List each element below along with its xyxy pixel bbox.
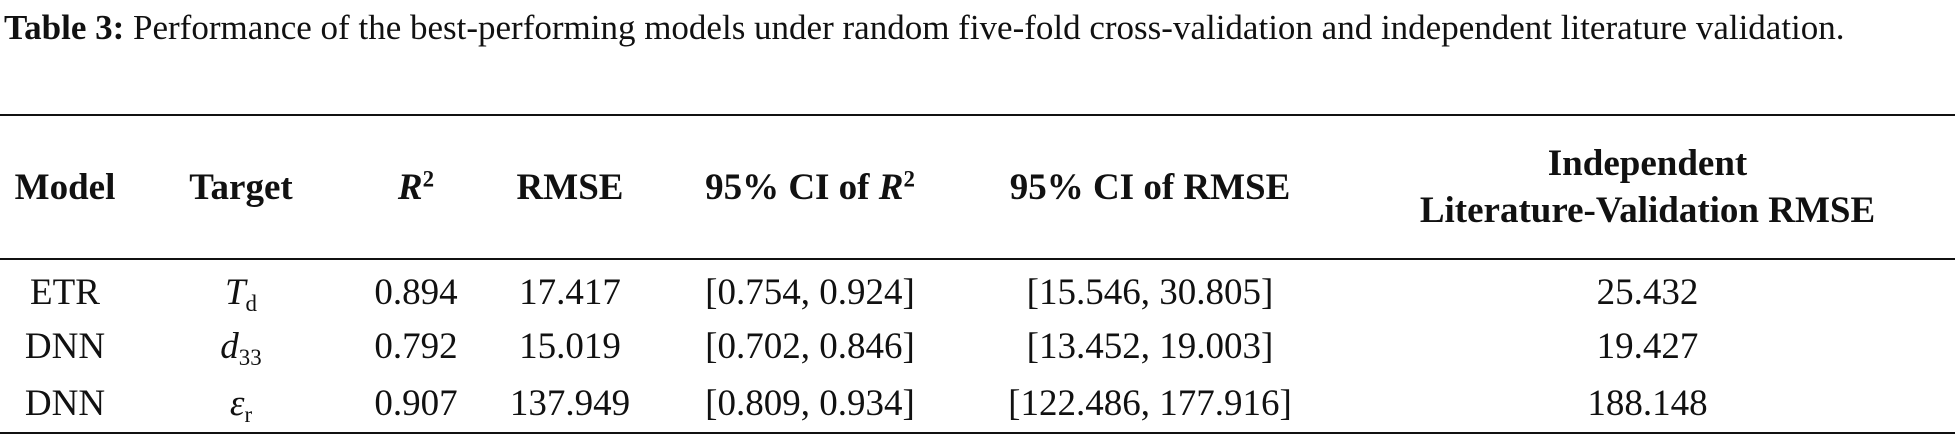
subscript: d <box>245 290 258 316</box>
cell-text: [0.754, 0.924] <box>705 272 915 313</box>
cell-text: [0.702, 0.846] <box>705 325 915 367</box>
header-cell: Independent Literature-Validation RMSE <box>1340 115 1955 259</box>
table-row: DNN εr 0.907 137.949 [0.809, 0.934] [122.486,… <box>0 375 1955 433</box>
results-table: Model Target R2 RMSE 95% CI of R2 95% CI of R… <box>0 114 1955 434</box>
header-cell: 95% CI of R2 <box>660 115 960 259</box>
cell-line: Literature-Validation RMSE <box>1419 190 1876 231</box>
cell-text: [122.486, 177.916] <box>1008 383 1292 424</box>
subscript: 33 <box>238 344 262 370</box>
table-cell: [0.702, 0.846] <box>660 317 960 375</box>
symbol: ε <box>229 383 245 424</box>
cell-text: ETR <box>30 272 100 313</box>
table-cell: [122.486, 177.916] <box>960 375 1340 433</box>
table-row: DNN d33 0.792 15.019 [0.702, 0.846] [13.452, … <box>0 317 1955 375</box>
header-cell: RMSE <box>480 115 660 259</box>
cell-text: 137.949 <box>509 383 631 424</box>
table-cell: 0.907 <box>352 375 480 433</box>
table-row: ETR Td 0.894 17.417 [0.754, 0.924] [15.546, 3… <box>0 259 1955 317</box>
superscript: 2 <box>903 165 915 191</box>
cell-text: 0.894 <box>374 272 458 313</box>
cell-text: DNN <box>24 325 106 367</box>
table-cell: Td <box>130 259 352 317</box>
cell-text: 17.417 <box>519 272 621 313</box>
symbol: T <box>224 272 246 313</box>
table-body: ETR Td 0.894 17.417 [0.754, 0.924] [15.546, 3… <box>0 259 1955 433</box>
caption-text: Performance of the best-performing model… <box>133 8 1845 47</box>
table-cell: [15.546, 30.805] <box>960 259 1340 317</box>
table-cell: [0.809, 0.934] <box>660 375 960 433</box>
table-caption: Table 3: Performance of the best-perform… <box>4 6 1952 49</box>
table-cell: 25.432 <box>1340 259 1955 317</box>
symbol: d <box>220 325 239 367</box>
table-cell: 15.019 <box>480 317 660 375</box>
table-cell: ETR <box>0 259 130 317</box>
table-cell: 0.792 <box>352 317 480 375</box>
table-cell: 17.417 <box>480 259 660 317</box>
cell-text: [0.809, 0.934] <box>705 383 915 424</box>
symbol: R <box>878 166 904 208</box>
superscript: 2 <box>422 165 435 191</box>
cell-text: 25.432 <box>1596 272 1699 313</box>
table-cell: 0.894 <box>352 259 480 317</box>
caption-label: Table 3: <box>4 8 125 47</box>
cell-text: 0.907 <box>374 383 458 424</box>
cell-text: [13.452, 19.003] <box>1026 325 1274 367</box>
cell-text: 19.427 <box>1596 325 1699 367</box>
cell-text: 0.792 <box>374 325 458 367</box>
table-cell: 19.427 <box>1340 317 1955 375</box>
table-header: Model Target R2 RMSE 95% CI of R2 95% CI of R… <box>0 115 1955 259</box>
cell-text: 15.019 <box>519 325 621 367</box>
symbol: R <box>397 166 423 208</box>
header-cell: 95% CI of RMSE <box>960 115 1340 259</box>
cell-line: Independent <box>1547 143 1748 184</box>
table-cell: [13.452, 19.003] <box>960 317 1340 375</box>
subscript: r <box>244 401 253 427</box>
table-cell: 137.949 <box>480 375 660 433</box>
cell-text: 95% CI of <box>705 166 870 208</box>
header-row: Model Target R2 RMSE 95% CI of R2 95% CI of R… <box>0 115 1955 259</box>
header-cell: Model <box>0 115 130 259</box>
header-cell: Target <box>130 115 352 259</box>
cell-text: DNN <box>24 383 106 424</box>
table-cell: [0.754, 0.924] <box>660 259 960 317</box>
table-cell: DNN <box>0 317 130 375</box>
cell-text: [15.546, 30.805] <box>1026 272 1274 313</box>
cell-text: Model <box>14 166 116 208</box>
cell-text: Target <box>189 166 293 208</box>
table-cell: DNN <box>0 375 130 433</box>
cell-text: 188.148 <box>1587 383 1708 424</box>
cell-text: RMSE <box>516 166 624 208</box>
header-cell: R2 <box>352 115 480 259</box>
table-cell: 188.148 <box>1340 375 1955 433</box>
cell-text: 95% CI of RMSE <box>1009 166 1291 208</box>
table-cell: εr <box>130 375 352 433</box>
table-cell: d33 <box>130 317 352 375</box>
